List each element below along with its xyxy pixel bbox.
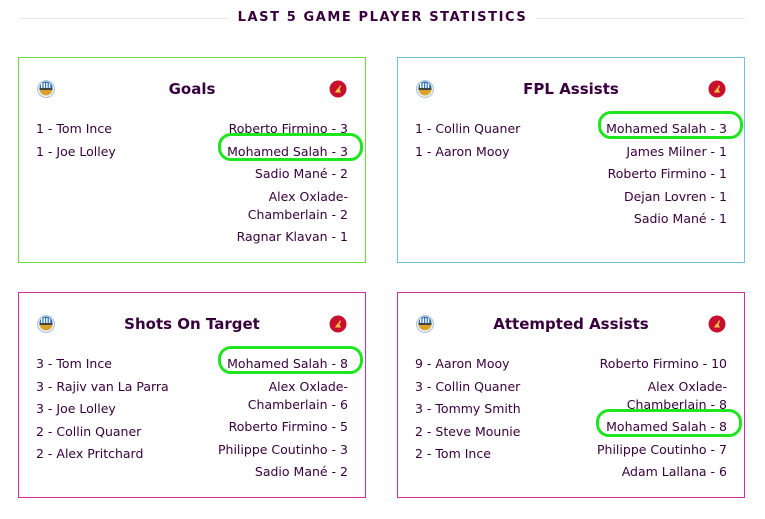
card-title: FPL Assists — [523, 80, 619, 98]
liverpool-crest-icon — [329, 80, 347, 98]
huddersfield-crest-icon — [416, 315, 434, 333]
list-item: 3 - Tom Ince — [36, 356, 112, 371]
list-item: Alex Oxlade-Chamberlain - 8 — [626, 378, 727, 412]
list-item: Roberto Firmino - 3 — [228, 121, 348, 136]
stat-card-attempted-assists: Attempted Assists 9 - Aaron Mooy 3 - Col… — [397, 292, 745, 498]
list-item: Sadio Mané - 2 — [254, 166, 348, 181]
list-item: 9 - Aaron Mooy — [415, 356, 510, 371]
stat-card-goals: Goals 1 - Tom Ince 1 - Joe Lolley Robert… — [18, 57, 366, 263]
list-item: Roberto Firmino - 5 — [228, 419, 348, 434]
liverpool-crest-icon — [708, 80, 726, 98]
list-item: Dejan Lovren - 1 — [623, 188, 727, 204]
list-item: Mohamed Salah - 8 — [606, 419, 727, 434]
list-item: Philippe Coutinho - 3 — [218, 441, 348, 457]
list-item: 2 - Alex Pritchard — [36, 446, 144, 461]
huddersfield-crest-icon — [37, 315, 55, 333]
home-player-list: 9 - Aaron Mooy 3 - Collin Quaner 3 - Tom… — [415, 355, 521, 468]
liverpool-crest-icon — [329, 315, 347, 333]
list-item: Mohamed Salah - 3 — [606, 121, 727, 136]
list-item: Roberto Firmino - 1 — [607, 166, 727, 181]
list-item: Mohamed Salah - 3 — [227, 143, 348, 159]
list-item: 2 - Steve Mounie — [415, 423, 521, 439]
liverpool-crest-icon — [708, 315, 726, 333]
list-item: 1 - Joe Lolley — [36, 143, 116, 159]
huddersfield-crest-icon — [416, 80, 434, 98]
list-item: Philippe Coutinho - 7 — [597, 441, 727, 457]
list-item: 1 - Collin Quaner — [415, 121, 521, 136]
list-item: Mohamed Salah - 8 — [227, 356, 348, 371]
header-rule-left — [20, 18, 230, 19]
salah-highlight-ring — [218, 346, 363, 374]
stat-card-fpl-assists: FPL Assists 1 - Collin Quaner 1 - Aaron … — [397, 57, 745, 263]
card-title: Attempted Assists — [493, 315, 649, 333]
away-player-list: Mohamed Salah - 8 Alex Oxlade-Chamberlai… — [218, 355, 348, 486]
list-item: 3 - Rajiv van La Parra — [36, 378, 169, 394]
home-player-list: 1 - Collin Quaner 1 - Aaron Mooy — [415, 120, 520, 165]
salah-highlight-ring — [218, 133, 363, 161]
away-player-list: Roberto Firmino - 10 Alex Oxlade-Chamber… — [597, 355, 727, 486]
list-item: 2 - Collin Quaner — [36, 423, 142, 439]
list-item: Ragnar Klavan - 1 — [236, 229, 348, 244]
home-player-list: 1 - Tom Ince 1 - Joe Lolley — [36, 120, 116, 165]
list-item: Alex Oxlade-Chamberlain - 6 — [247, 378, 348, 412]
stat-card-shots-on-target: Shots On Target 3 - Tom Ince 3 - Rajiv v… — [18, 292, 366, 498]
card-title: Goals — [168, 80, 216, 98]
list-item: Alex Oxlade-Chamberlain - 2 — [247, 188, 348, 222]
home-player-list: 3 - Tom Ince 3 - Rajiv van La Parra 3 - … — [36, 355, 169, 468]
list-item: 2 - Tom Ince — [415, 446, 491, 461]
card-title: Shots On Target — [124, 315, 260, 333]
salah-highlight-ring — [598, 111, 743, 139]
away-player-list: Mohamed Salah - 3 James Milner - 1 Rober… — [606, 120, 727, 233]
list-item: Sadio Mané - 1 — [633, 211, 727, 226]
list-item: 3 - Joe Lolley — [36, 401, 116, 416]
away-player-list: Roberto Firmino - 3 Mohamed Salah - 3 Sa… — [227, 120, 348, 251]
salah-highlight-ring — [596, 409, 742, 437]
list-item: 1 - Tom Ince — [36, 121, 112, 136]
list-item: Sadio Mané - 2 — [254, 464, 348, 479]
list-item: 3 - Tommy Smith — [415, 401, 521, 416]
list-item: Adam Lallana - 6 — [621, 464, 727, 479]
list-item: Roberto Firmino - 10 — [599, 356, 727, 371]
header-rule-right — [535, 18, 745, 19]
list-item: James Milner - 1 — [626, 143, 727, 159]
huddersfield-crest-icon — [37, 80, 55, 98]
list-item: 1 - Aaron Mooy — [415, 143, 510, 159]
page-title: LAST 5 GAME PLAYER STATISTICS — [0, 10, 765, 25]
list-item: 3 - Collin Quaner — [415, 378, 521, 394]
